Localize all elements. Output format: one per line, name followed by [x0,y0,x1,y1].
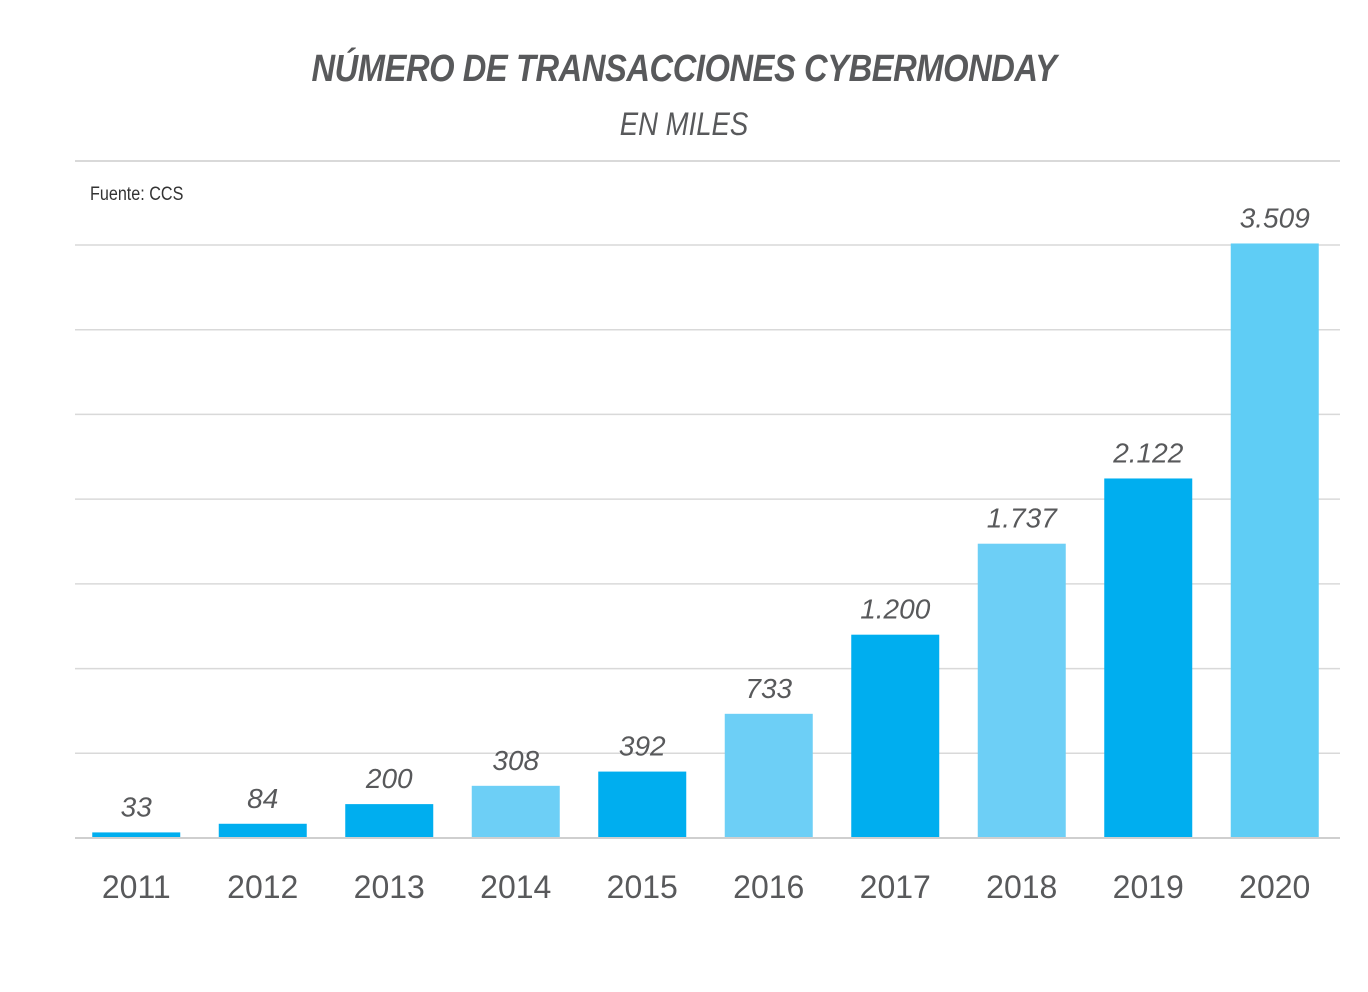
value-label-2014: 308 [492,745,539,776]
value-label-2015: 392 [619,731,666,762]
bar-2017 [851,634,940,838]
bar-2015 [598,771,687,838]
value-label-2011: 33 [121,791,153,822]
value-label-2020: 3.509 [1240,202,1310,233]
x-tick-label-2015: 2015 [607,869,678,905]
bar-2018 [977,543,1066,838]
bar-2014 [471,785,560,838]
x-tick-label-2019: 2019 [1113,869,1184,905]
bar-2020 [1230,243,1319,838]
value-label-2012: 84 [247,783,278,814]
chart-subtitle: EN MILES [619,106,749,142]
x-tick-label-2011: 2011 [102,869,171,905]
chart-source: Fuente: CCS [90,184,184,205]
bar-2016 [724,713,813,838]
value-label-2017: 1.200 [860,594,930,625]
x-tick-label-2016: 2016 [733,869,804,905]
value-label-2019: 2.122 [1112,437,1183,468]
value-label-2013: 200 [365,763,413,794]
x-tick-label-2017: 2017 [860,869,931,905]
x-tick-label-2018: 2018 [986,869,1057,905]
bar-2012 [218,823,307,838]
x-tick-label-2012: 2012 [227,869,298,905]
bar-2011 [92,832,181,838]
chart-title: NÚMERO DE TRANSACCIONES CYBERMONDAY [311,48,1057,90]
x-tick-label-2013: 2013 [354,869,425,905]
x-tick-label-2020: 2020 [1239,869,1310,905]
value-label-2018: 1.737 [987,503,1058,534]
value-label-2016: 733 [745,673,792,704]
bar-2019 [1104,478,1193,838]
x-tick-label-2014: 2014 [480,869,551,905]
bar-2013 [345,804,434,838]
